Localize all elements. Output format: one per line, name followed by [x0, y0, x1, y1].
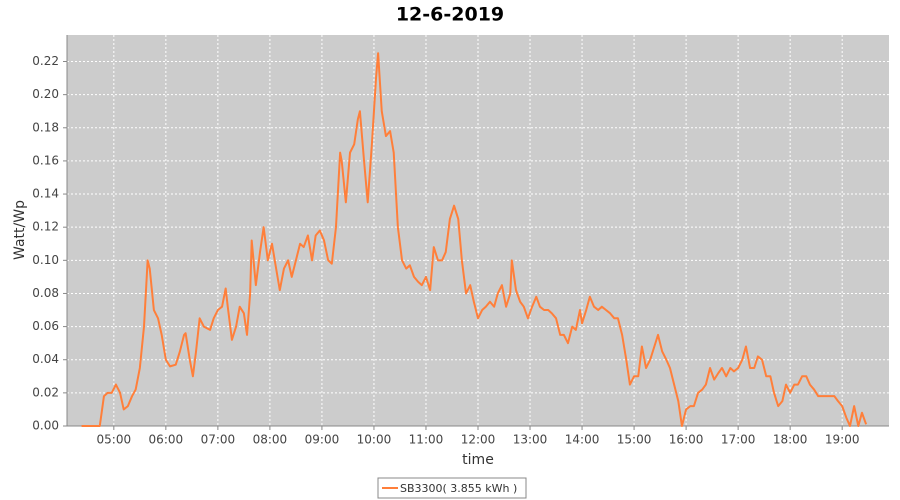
x-tick-label: 06:00: [149, 433, 184, 447]
x-tick-label: 18:00: [773, 433, 808, 447]
series-line: [81, 52, 868, 427]
y-tick-label: 0.00: [32, 419, 59, 433]
y-tick-label: 0.20: [32, 87, 59, 101]
x-tick-label: 11:00: [409, 433, 444, 447]
x-tick-label: 19:00: [825, 433, 860, 447]
y-tick-label: 0.22: [32, 54, 59, 68]
y-tick-label: 0.10: [32, 253, 59, 267]
x-tick-label: 13:00: [513, 433, 548, 447]
x-tick-label: 15:00: [617, 433, 652, 447]
y-tick-label: 0.06: [32, 319, 59, 333]
y-tick-label: 0.08: [32, 286, 59, 300]
chart-title: 12-6-2019: [396, 4, 504, 26]
x-tick-label: 08:00: [253, 433, 288, 447]
y-tick-label: 0.12: [32, 220, 59, 234]
x-tick-label: 07:00: [201, 433, 236, 447]
x-tick-label: 09:00: [305, 433, 340, 447]
x-tick-label: 12:00: [461, 433, 496, 447]
y-tick-label: 0.16: [32, 153, 59, 167]
x-tick-label: 17:00: [721, 433, 756, 447]
y-tick-label: 0.04: [32, 352, 59, 366]
x-tick-label: 16:00: [669, 433, 704, 447]
legend-box: [377, 477, 527, 499]
y-tick-label: 0.02: [32, 385, 59, 399]
y-tick-label: 0.14: [32, 187, 59, 201]
x-tick-label: 10:00: [357, 433, 392, 447]
y-tick-label: 0.18: [32, 120, 59, 134]
legend-label: SB3300( 3.855 kWh ): [400, 482, 517, 495]
x-tick-label: 05:00: [97, 433, 132, 447]
x-tick-label: 14:00: [565, 433, 600, 447]
x-axis-label: time: [462, 452, 494, 468]
y-axis-label: Watt/Wp: [12, 200, 28, 260]
